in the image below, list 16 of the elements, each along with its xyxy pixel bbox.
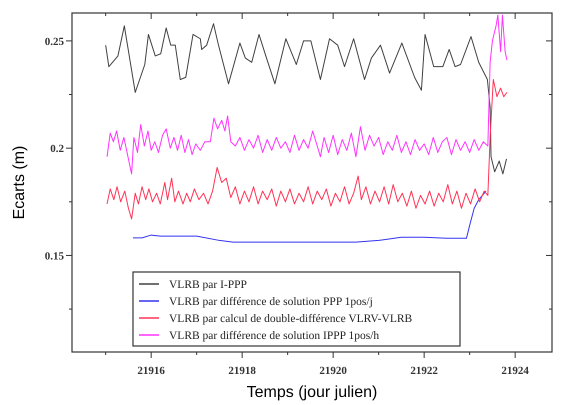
y-tick-label: 0.25 (44, 36, 64, 48)
x-tick-label: 21916 (137, 365, 166, 377)
line-series (106, 79, 508, 220)
legend-label: VLRB par différence de solution IPPP 1pos/h (169, 330, 380, 342)
line-series (132, 190, 487, 243)
x-tick-label: 21924 (501, 365, 530, 377)
x-axis-title: Temps (jour julien) (246, 384, 378, 401)
x-tick-label: 21918 (228, 365, 256, 377)
legend-label: VLRB par calcul de double-différence VLRV-VLRB (169, 313, 413, 325)
legend-label: VLRB par différence de solution PPP 1pos/j (169, 296, 373, 308)
x-tick-label: 21922 (410, 365, 438, 377)
y-tick-label: 0.2 (50, 143, 64, 156)
x-tick-label: 21920 (319, 365, 348, 377)
y-tick-label: 0.15 (44, 250, 64, 262)
y-axis-title: Ecarts (m) (11, 146, 28, 220)
legend-label: VLRB par I-PPP (169, 279, 247, 291)
